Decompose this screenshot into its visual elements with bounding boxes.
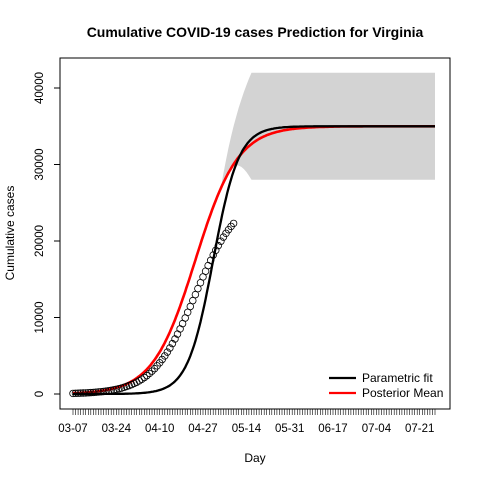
observed-point (76, 389, 85, 397)
observed-point (150, 364, 159, 373)
observed-point (110, 386, 118, 394)
x-tick-label: 05-14 (232, 423, 262, 435)
observed-point (107, 386, 115, 394)
observed-point (219, 233, 228, 241)
chart-title: Cumulative COVID-19 cases Prediction for… (87, 24, 424, 40)
observed-point (140, 373, 149, 382)
observed-point (166, 344, 174, 352)
y-tick-label: 0 (34, 391, 46, 397)
credible-band (220, 72, 435, 189)
observed-point (92, 388, 100, 396)
credible-band-area (220, 72, 435, 189)
observed-point (212, 246, 220, 254)
x-tick-label: 03-07 (58, 423, 87, 435)
legend-label: Parametric fit (362, 371, 433, 385)
observed-point (189, 296, 197, 305)
observed-point (163, 348, 171, 356)
y-tick-label: 10000 (34, 302, 46, 334)
observed-point (171, 335, 179, 343)
observed-point (81, 389, 90, 397)
observed-point (84, 389, 92, 397)
observed-point (104, 387, 113, 395)
observed-points (69, 219, 238, 398)
y-tick-label: 30000 (34, 149, 46, 181)
x-tick-label: 04-27 (188, 423, 217, 435)
x-tick-label: 06-17 (318, 423, 347, 435)
observed-point (161, 352, 169, 360)
x-tick-label: 04-10 (145, 423, 174, 435)
observed-point (94, 388, 103, 396)
observed-point (217, 237, 225, 245)
observed-point (112, 385, 120, 393)
x-axis: 03-07 03-24 04-10 04-27 05-14 05-31 06-17 07-04… (58, 408, 436, 435)
y-tick-label: 40000 (34, 72, 46, 104)
y-axis-label: Cumulative cases (3, 186, 17, 281)
y-axis: 0 10000 20000 30000 40000 (34, 72, 61, 397)
observed-point (168, 339, 177, 348)
parametric-fit-line (73, 125, 435, 396)
observed-point (97, 388, 105, 396)
x-tick-label: 03-24 (102, 423, 132, 435)
x-tick-label: 05-31 (275, 423, 304, 435)
observed-point (99, 387, 108, 396)
observed-point (89, 388, 98, 397)
y-tick-label: 20000 (34, 225, 46, 257)
observed-point (69, 389, 77, 398)
observed-point (143, 371, 151, 380)
observed-point (79, 389, 87, 397)
observed-point (148, 367, 156, 375)
observed-point (135, 377, 143, 385)
observed-point (87, 388, 95, 397)
observed-point (145, 369, 154, 378)
observed-point (74, 389, 82, 397)
observed-point (71, 389, 80, 397)
observed-point (229, 219, 238, 228)
legend-label: Posterior Mean (362, 386, 443, 400)
observed-point (102, 387, 110, 395)
x-tick-label: 07-04 (362, 423, 392, 435)
observed-point (214, 241, 222, 250)
x-tick-label: 07-21 (405, 423, 434, 435)
x-axis-label: Day (244, 451, 265, 465)
